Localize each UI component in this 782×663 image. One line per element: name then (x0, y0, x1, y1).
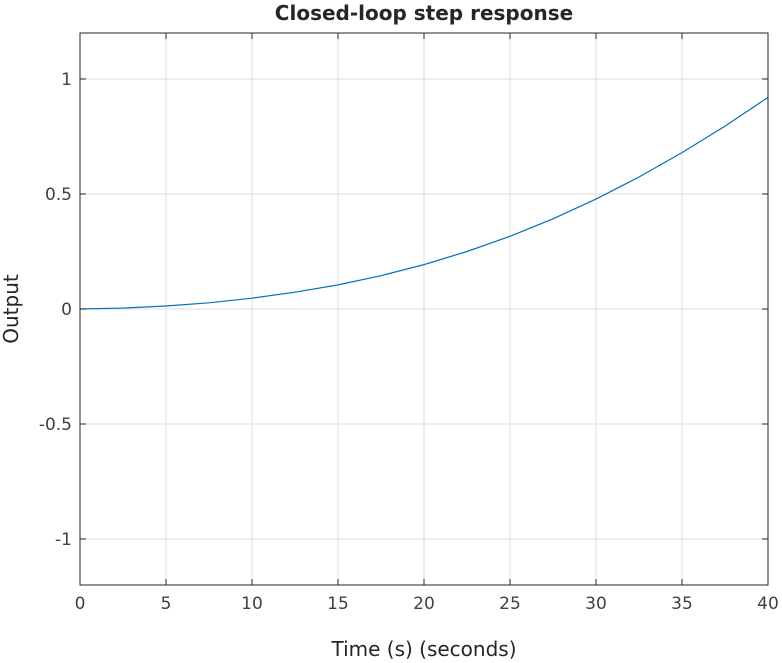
x-tick-label: 25 (499, 594, 521, 614)
y-tick-label: 0.5 (45, 185, 72, 205)
x-tick-label: 35 (671, 594, 693, 614)
chart-title: Closed-loop step response (275, 1, 573, 25)
x-tick-label: 40 (757, 594, 779, 614)
x-tick-label: 15 (327, 594, 349, 614)
x-tick-label: 5 (161, 594, 172, 614)
y-tick-label: -0.5 (39, 415, 72, 435)
x-axis-ticks: 0 5 10 15 20 25 30 35 40 (75, 33, 779, 614)
series-layer (79, 96, 769, 310)
y-tick-label: 0 (61, 300, 72, 320)
x-tick-label: 0 (75, 594, 86, 614)
y-tick-label: -1 (55, 530, 72, 550)
x-tick-label: 20 (413, 594, 435, 614)
x-tick-label: 10 (241, 594, 263, 614)
y-axis-ticks: -1 -0.5 0 0.5 1 (39, 70, 768, 550)
series-line (79, 96, 769, 310)
x-axis-label: Time (s) (seconds) (330, 637, 516, 661)
y-axis-label: Output (0, 274, 23, 344)
y-tick-label: 1 (61, 70, 72, 90)
x-tick-label: 30 (585, 594, 607, 614)
